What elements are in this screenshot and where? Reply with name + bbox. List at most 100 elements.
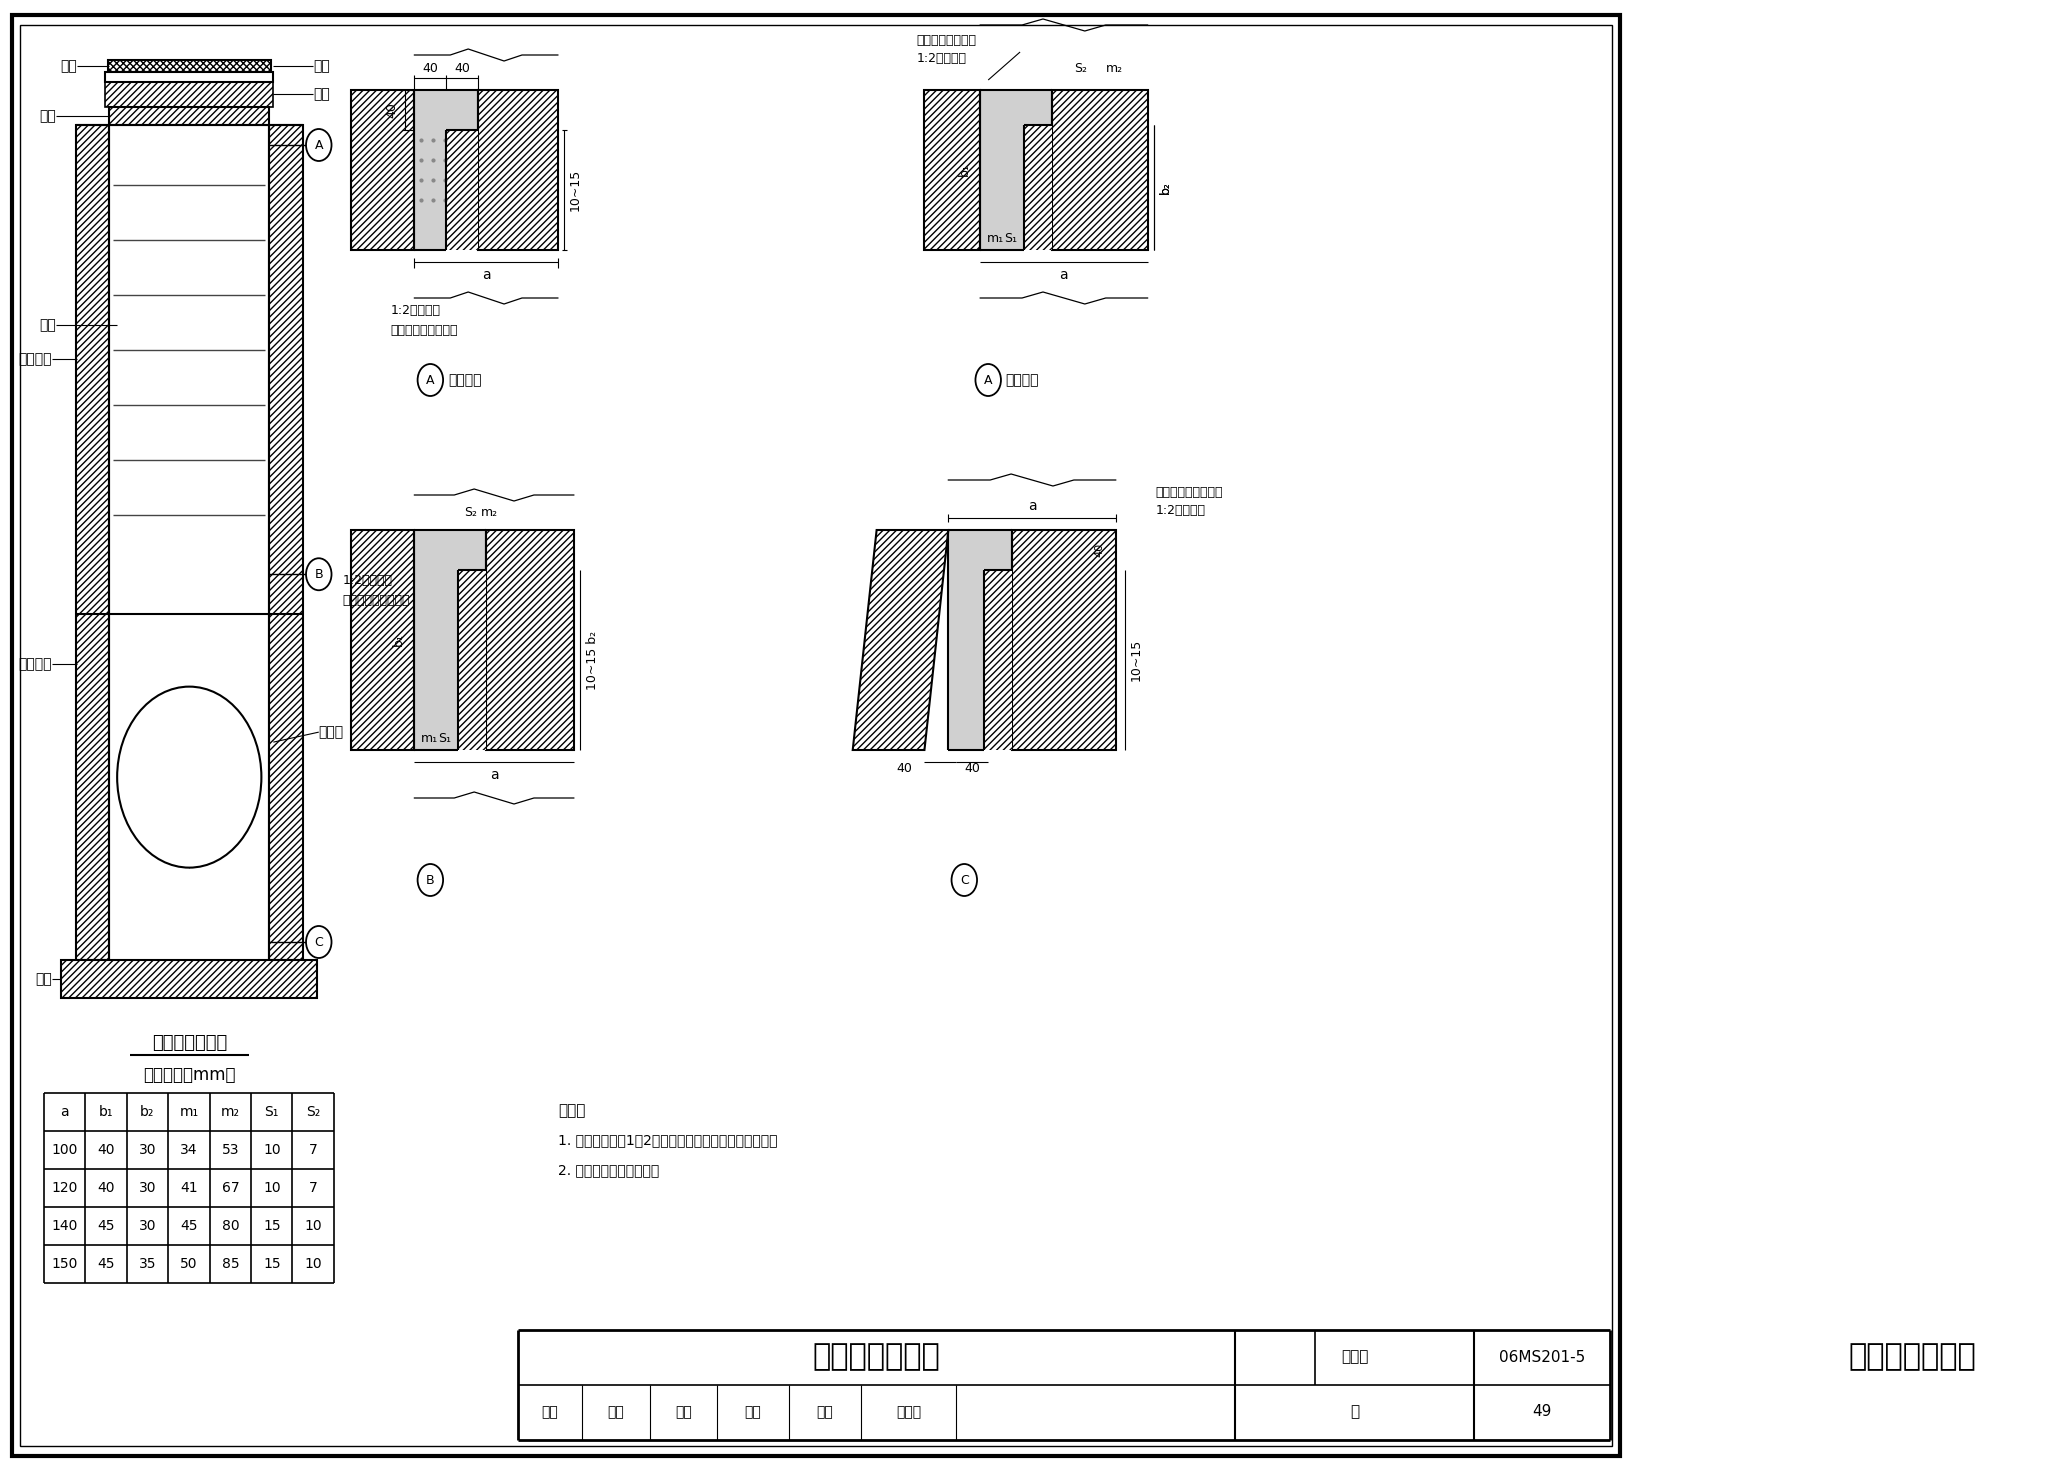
- Bar: [104, 82, 272, 107]
- Text: 检查井节点位置: 检查井节点位置: [152, 1034, 227, 1052]
- Text: 构件连接节点图: 构件连接节点图: [813, 1343, 940, 1371]
- Text: 底板: 底板: [35, 972, 51, 986]
- Text: 聚氨酯掺和水泥沙浆: 聚氨酯掺和水泥沙浆: [1155, 485, 1223, 499]
- Bar: [104, 72, 272, 82]
- Text: 10~15 b₂: 10~15 b₂: [586, 631, 600, 690]
- Text: 40: 40: [96, 1181, 115, 1194]
- Text: C: C: [315, 936, 324, 949]
- Circle shape: [975, 363, 1001, 396]
- Text: 7: 7: [309, 1181, 317, 1194]
- Text: 40: 40: [897, 762, 913, 775]
- Text: C: C: [961, 874, 969, 887]
- Bar: [985, 569, 1012, 750]
- Bar: [924, 90, 981, 250]
- Bar: [485, 530, 573, 750]
- Text: 踏步: 踏步: [39, 318, 55, 332]
- Bar: [109, 60, 270, 72]
- Bar: [414, 90, 477, 129]
- Text: 80: 80: [221, 1219, 240, 1233]
- Text: 41: 41: [180, 1181, 199, 1194]
- Text: 45: 45: [180, 1219, 197, 1233]
- Bar: [350, 530, 414, 750]
- Bar: [109, 107, 270, 125]
- Text: 85: 85: [221, 1258, 240, 1271]
- Text: 井筒: 井筒: [313, 87, 330, 101]
- Bar: [446, 129, 477, 250]
- Bar: [414, 569, 459, 750]
- Bar: [948, 530, 1012, 569]
- Circle shape: [418, 363, 442, 396]
- Text: 50: 50: [180, 1258, 197, 1271]
- Text: 30: 30: [139, 1181, 156, 1194]
- Circle shape: [418, 863, 442, 896]
- Text: 页: 页: [1350, 1405, 1360, 1420]
- Text: 140: 140: [51, 1219, 78, 1233]
- Text: 2. 内侧接缝原浆勾平缝。: 2. 内侧接缝原浆勾平缝。: [557, 1164, 659, 1177]
- Bar: [414, 129, 446, 250]
- Text: m₁: m₁: [180, 1105, 199, 1119]
- Text: a: a: [1059, 268, 1069, 282]
- Text: 10: 10: [305, 1219, 322, 1233]
- Bar: [459, 569, 485, 750]
- Text: 构件连接节点图: 构件连接节点图: [1849, 1343, 1976, 1371]
- Text: B: B: [315, 568, 324, 581]
- Text: 聚氨酯和水泥沙浆: 聚氨酯和水泥沙浆: [915, 34, 977, 47]
- Text: 06MS201-5: 06MS201-5: [1499, 1349, 1585, 1365]
- Bar: [948, 569, 985, 750]
- Text: 聚氨酯掺和水泥沙浆: 聚氨酯掺和水泥沙浆: [342, 593, 410, 606]
- Polygon shape: [852, 530, 948, 750]
- Text: A: A: [315, 138, 324, 152]
- Text: 150: 150: [51, 1258, 78, 1271]
- Text: m₁: m₁: [420, 731, 438, 744]
- Text: 10: 10: [305, 1258, 322, 1271]
- Bar: [981, 90, 1053, 125]
- Text: 40: 40: [965, 762, 981, 775]
- Text: a: a: [59, 1105, 70, 1119]
- Text: 预留孔: 预留孔: [319, 725, 344, 738]
- Text: b₁: b₁: [391, 634, 406, 646]
- Text: 1:2水泥沙浆: 1:2水泥沙浆: [915, 51, 967, 65]
- Text: 34: 34: [180, 1143, 197, 1158]
- Text: 陈辉: 陈辉: [745, 1405, 762, 1420]
- Text: 35: 35: [139, 1258, 156, 1271]
- Text: 40: 40: [422, 62, 438, 75]
- Text: 井盖: 井盖: [61, 59, 78, 74]
- Text: m₁: m₁: [987, 231, 1004, 244]
- Text: 100: 100: [51, 1143, 78, 1158]
- Text: b₂: b₂: [139, 1105, 154, 1119]
- Bar: [1012, 530, 1116, 750]
- Text: 30: 30: [139, 1219, 156, 1233]
- Text: 图集号: 图集号: [1341, 1349, 1368, 1365]
- Circle shape: [952, 863, 977, 896]
- Circle shape: [305, 559, 332, 590]
- Text: b₂: b₂: [1159, 181, 1171, 194]
- Text: 设计: 设计: [817, 1405, 834, 1420]
- Text: 1:2水泥沙浆: 1:2水泥沙浆: [391, 303, 440, 316]
- Text: 40: 40: [1096, 543, 1104, 558]
- Text: 说明：: 说明：: [557, 1103, 586, 1118]
- Text: S₂: S₂: [305, 1105, 319, 1119]
- Text: A: A: [983, 374, 993, 387]
- Text: 王光明: 王光明: [895, 1405, 922, 1420]
- Text: 45: 45: [96, 1219, 115, 1233]
- Bar: [61, 961, 317, 997]
- Bar: [981, 125, 1024, 250]
- Text: 1:2水泥沙浆: 1:2水泥沙浆: [342, 574, 393, 587]
- Text: 53: 53: [221, 1143, 240, 1158]
- Bar: [477, 90, 557, 250]
- Text: 45: 45: [96, 1258, 115, 1271]
- Text: 40: 40: [455, 62, 471, 75]
- Text: S₁: S₁: [1004, 231, 1018, 244]
- Text: 1. 接口填料采用1：2水泥沙浆或聚氨酯渗和水泥沙浆。: 1. 接口填料采用1：2水泥沙浆或聚氨酯渗和水泥沙浆。: [557, 1133, 778, 1147]
- Text: 67: 67: [221, 1181, 240, 1194]
- Text: （圆形）: （圆形）: [1006, 374, 1038, 387]
- Text: 聚氨酯掺和水泥沙浆: 聚氨酯掺和水泥沙浆: [391, 324, 459, 337]
- Text: 审核: 审核: [541, 1405, 559, 1420]
- Text: S₂: S₂: [1073, 62, 1087, 75]
- Bar: [76, 125, 109, 961]
- Text: B: B: [426, 874, 434, 887]
- Bar: [109, 125, 270, 961]
- Text: 7: 7: [309, 1143, 317, 1158]
- Bar: [270, 125, 303, 961]
- Text: 井室下部: 井室下部: [18, 658, 51, 671]
